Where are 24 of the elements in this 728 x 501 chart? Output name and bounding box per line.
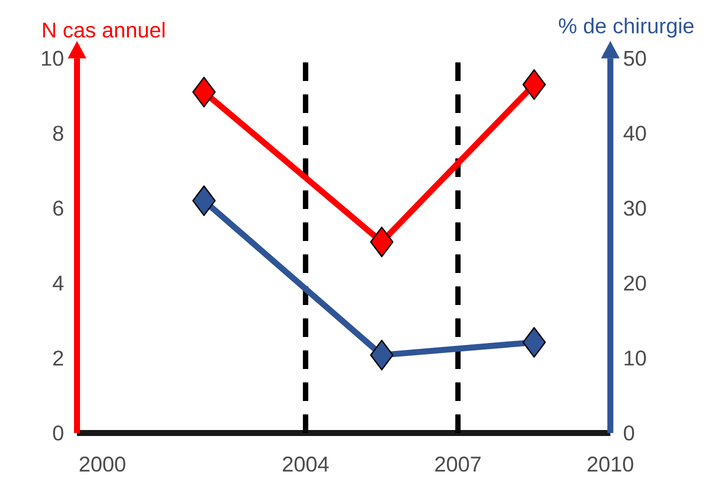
- y-tick-label: 8: [53, 126, 64, 141]
- y-tick-label: 6: [53, 200, 64, 216]
- y-tick-label: 2: [53, 350, 64, 366]
- x-tick-label: 2007: [435, 456, 481, 472]
- y-axis-title: N cas annuel: [43, 22, 164, 38]
- y2-tick-label: 30: [624, 200, 646, 216]
- point: [370, 340, 394, 370]
- y2-tick-label: 0: [624, 425, 634, 441]
- point: [522, 69, 546, 100]
- y2-tick-label: 10: [624, 350, 646, 366]
- point: [192, 76, 216, 108]
- y-tick-label: 0: [53, 425, 64, 441]
- y2-tick-label: 40: [624, 126, 646, 141]
- x-tick-label: 2000: [80, 456, 126, 472]
- y2-tick-label: 20: [624, 276, 646, 291]
- y2-tick-label: 50: [624, 50, 646, 66]
- x-tick-label: 2010: [588, 456, 634, 472]
- x-tick-label: 2004: [282, 456, 329, 472]
- y2-axis-title: % de chirurgie: [558, 18, 694, 38]
- y-tick-label: 10: [42, 50, 64, 66]
- point: [370, 226, 394, 258]
- point: [192, 185, 216, 216]
- y-tick-label: 4: [52, 276, 64, 290]
- point: [522, 326, 546, 358]
